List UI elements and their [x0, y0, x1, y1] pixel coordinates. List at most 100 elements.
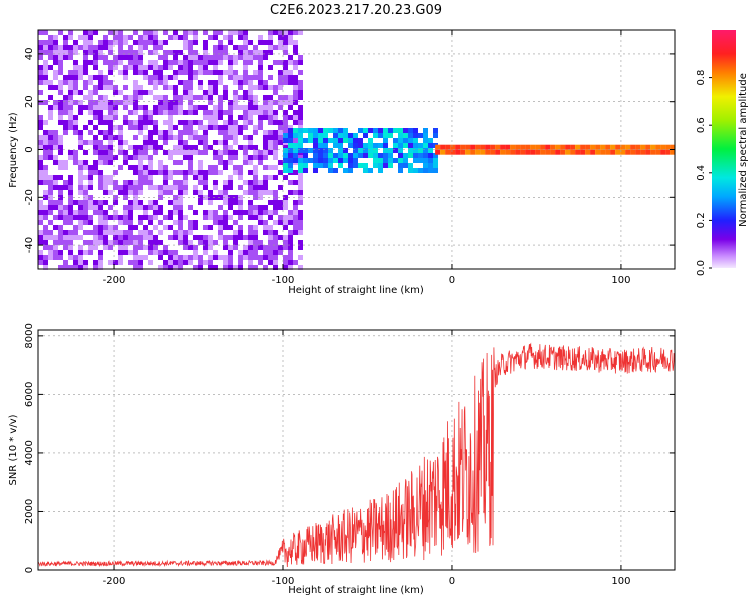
spectrogram-cell	[108, 145, 113, 150]
spectrogram-cell	[63, 230, 68, 235]
spectrogram-cell	[475, 144, 481, 150]
spectrogram-cell	[98, 250, 103, 255]
spectrogram-cell	[153, 205, 158, 210]
spectrogram-cell	[263, 250, 268, 255]
spectrogram-cell	[193, 105, 198, 110]
spectrogram-cell	[228, 100, 233, 105]
spectrogram-cell	[343, 138, 348, 143]
spectrogram-cell	[203, 145, 208, 150]
spectrogram-cell	[253, 155, 258, 160]
spectrogram-cell	[148, 65, 153, 70]
spectrogram-cell	[183, 180, 188, 185]
spectrogram-cell	[58, 140, 63, 145]
spectrogram-cell	[198, 255, 203, 260]
spectrogram-cell	[48, 185, 53, 190]
spectrogram-cell	[43, 75, 48, 80]
spectrogram-cell	[413, 168, 418, 173]
spectrogram-cell	[273, 140, 278, 145]
spectrogram-cell	[278, 130, 283, 135]
spectrogram-cell	[168, 200, 173, 205]
spectrogram-cell	[500, 149, 506, 155]
spectrogram-cell	[53, 160, 58, 165]
spectrogram-cell	[83, 185, 88, 190]
spectrogram-cell	[268, 230, 273, 235]
spectrogram-cell	[408, 168, 413, 173]
spectrogram-cell	[133, 70, 138, 75]
spectrogram-cell	[258, 115, 263, 120]
spectrogram-cell	[153, 70, 158, 75]
spectrogram-cell	[263, 140, 268, 145]
spectrogram-cell	[223, 85, 228, 90]
spectrogram-cell	[223, 55, 228, 60]
spectrogram-cell	[98, 180, 103, 185]
spectrogram-cell	[43, 120, 48, 125]
spectrogram-cell	[38, 50, 43, 55]
spectrogram-cell	[223, 45, 228, 50]
spectrogram-cell	[153, 60, 158, 65]
spectrogram-cell	[178, 110, 183, 115]
spectrogram-cell	[433, 128, 438, 133]
spectrogram-cell	[213, 85, 218, 90]
spectrogram-cell	[113, 40, 118, 45]
spectrogram-cell	[243, 145, 248, 150]
spectrogram-cell	[83, 265, 88, 270]
spectrogram-cell	[223, 125, 228, 130]
colorbar-tick-label: 0.0	[696, 260, 707, 276]
spectrogram-cell	[610, 144, 616, 150]
spectrogram-cell	[168, 35, 173, 40]
spectrogram-cell	[108, 100, 113, 105]
spectrogram-cell	[113, 185, 118, 190]
spectrogram-cell	[168, 255, 173, 260]
spectrogram-cell	[183, 125, 188, 130]
spectrogram-cell	[93, 260, 98, 265]
spectrogram-cell	[620, 144, 626, 150]
spectrogram-cell	[263, 100, 268, 105]
spectrogram-cell	[78, 255, 83, 260]
spectrogram-cell	[595, 149, 601, 155]
spectrogram-cell	[178, 235, 183, 240]
spectrogram-cell	[83, 240, 88, 245]
spectrogram-cell	[53, 200, 58, 205]
spectrogram-cell	[645, 149, 651, 155]
spectrogram-cell	[123, 40, 128, 45]
spectrogram-cell	[183, 70, 188, 75]
spectrogram-cell	[168, 175, 173, 180]
spectrogram-cell	[585, 149, 591, 155]
spectrogram-cell	[43, 260, 48, 265]
spectrogram-cell	[88, 100, 93, 105]
spectrogram-cell	[293, 140, 298, 145]
spectrogram-cell	[98, 210, 103, 215]
spectrogram-cell	[83, 40, 88, 45]
spectrogram-cell	[268, 45, 273, 50]
spectrogram-cell	[243, 190, 248, 195]
spectrogram-cell	[98, 145, 103, 150]
spectrogram-cell	[343, 158, 348, 163]
spectrogram-cell	[178, 70, 183, 75]
spectrogram-cell	[273, 120, 278, 125]
spectrogram-cell	[98, 205, 103, 210]
spectrogram-cell	[118, 165, 123, 170]
spectrogram-cell	[313, 143, 318, 148]
spectrogram-cell	[133, 150, 138, 155]
spectrogram-cell	[313, 128, 318, 133]
spectrogram-cell	[298, 138, 303, 143]
spectrogram-cell	[98, 45, 103, 50]
spectrogram-cell	[143, 245, 148, 250]
spectrogram-cell	[153, 75, 158, 80]
spectrogram-cell	[158, 80, 163, 85]
spectrogram-cell	[153, 125, 158, 130]
spectrogram-cell	[98, 70, 103, 75]
spectrogram-cell	[223, 165, 228, 170]
spectrogram-cell	[208, 125, 213, 130]
colorbar-tick-label: 0.4	[696, 165, 707, 181]
spectrogram-cell	[88, 45, 93, 50]
spectrogram-cell	[123, 215, 128, 220]
spectrogram-cell	[208, 70, 213, 75]
spectrogram-cell	[288, 240, 293, 245]
spectrogram-cell	[93, 230, 98, 235]
spectrogram-cell	[348, 158, 353, 163]
spectrogram-cell	[153, 95, 158, 100]
spectrogram-cell	[98, 230, 103, 235]
spectrogram-cell	[118, 130, 123, 135]
spectrogram-cell	[630, 149, 636, 155]
